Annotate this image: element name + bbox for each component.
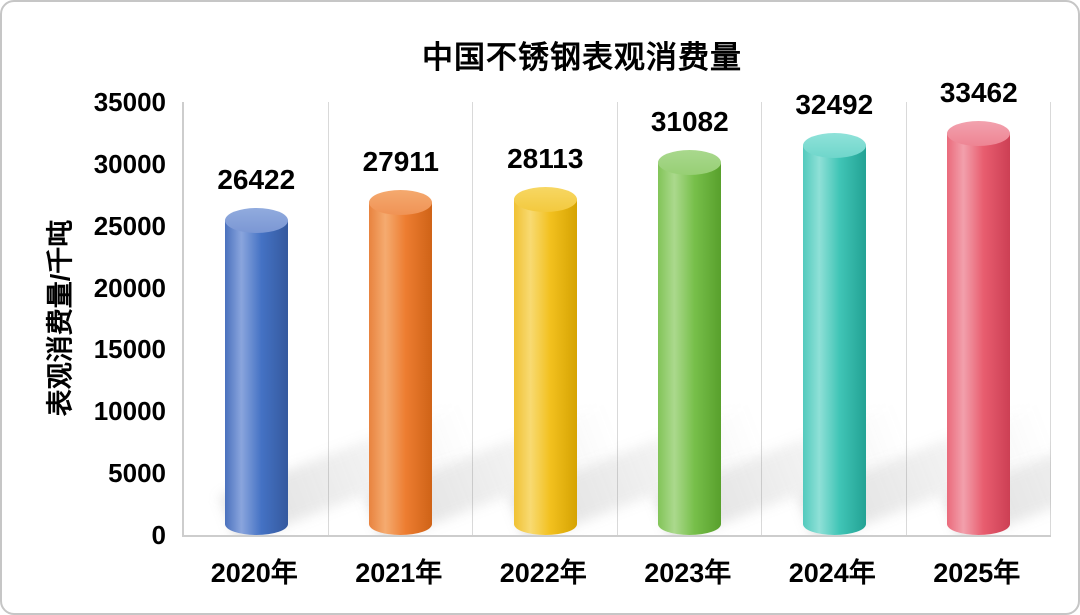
y-tick-label: 25000 [93, 210, 166, 241]
bar-cap [224, 208, 288, 233]
bar-cylinder-2025年 [947, 121, 1011, 535]
bar-body [802, 145, 866, 535]
bar-cylinder-2022年 [513, 187, 577, 535]
bar-cylinder-2024年 [802, 133, 866, 535]
bar-body [224, 220, 288, 535]
shadow-layer [184, 102, 1051, 535]
bar-cap [369, 190, 433, 215]
bar-body [513, 199, 577, 535]
gridline [616, 102, 618, 535]
x-tick-label: 2023年 [644, 558, 732, 588]
chart-title: 中国不锈钢表观消费量 [422, 40, 742, 75]
data-label: 28113 [507, 143, 584, 174]
x-tick-label: 2020年 [210, 558, 298, 588]
y-tick-label: 30000 [93, 148, 166, 179]
bar-cylinder-2023年 [658, 150, 722, 535]
gridline [761, 102, 762, 535]
y-tick-label: 10000 [93, 396, 166, 427]
bar-body [658, 162, 722, 535]
x-tick-label: 2024年 [788, 558, 876, 588]
gridline [327, 102, 329, 535]
y-axis-title: 表观消费量/千吨 [45, 219, 76, 417]
y-tick-label: 20000 [93, 272, 166, 303]
gridline [905, 102, 907, 535]
bar-body [369, 202, 433, 535]
data-label: 32492 [795, 89, 874, 120]
data-label: 27911 [362, 146, 439, 177]
y-tick-label: 0 [151, 520, 166, 550]
bar-cap [802, 133, 866, 158]
x-tick-label: 2025年 [933, 558, 1021, 588]
x-tick-label: 2022年 [499, 558, 587, 588]
bar-body [947, 133, 1011, 535]
y-tick-label: 35000 [93, 87, 166, 117]
data-label: 26422 [217, 164, 296, 195]
bar-cap [513, 187, 577, 212]
bar-cap [947, 121, 1011, 146]
bar-cap [658, 150, 722, 175]
gridline [472, 102, 473, 535]
bar-cylinder-2020年 [224, 208, 288, 535]
plot-area: 26422 27911 28113 31082 32492 33462 [182, 77, 1051, 537]
y-tick-label: 5000 [108, 458, 166, 489]
y-tick-label: 15000 [93, 334, 166, 365]
bar-cylinder-2021年 [369, 190, 433, 535]
x-tick-label: 2021年 [355, 558, 443, 588]
data-label: 31082 [650, 106, 729, 137]
gridline [1050, 102, 1051, 535]
data-label: 33462 [939, 77, 1018, 108]
